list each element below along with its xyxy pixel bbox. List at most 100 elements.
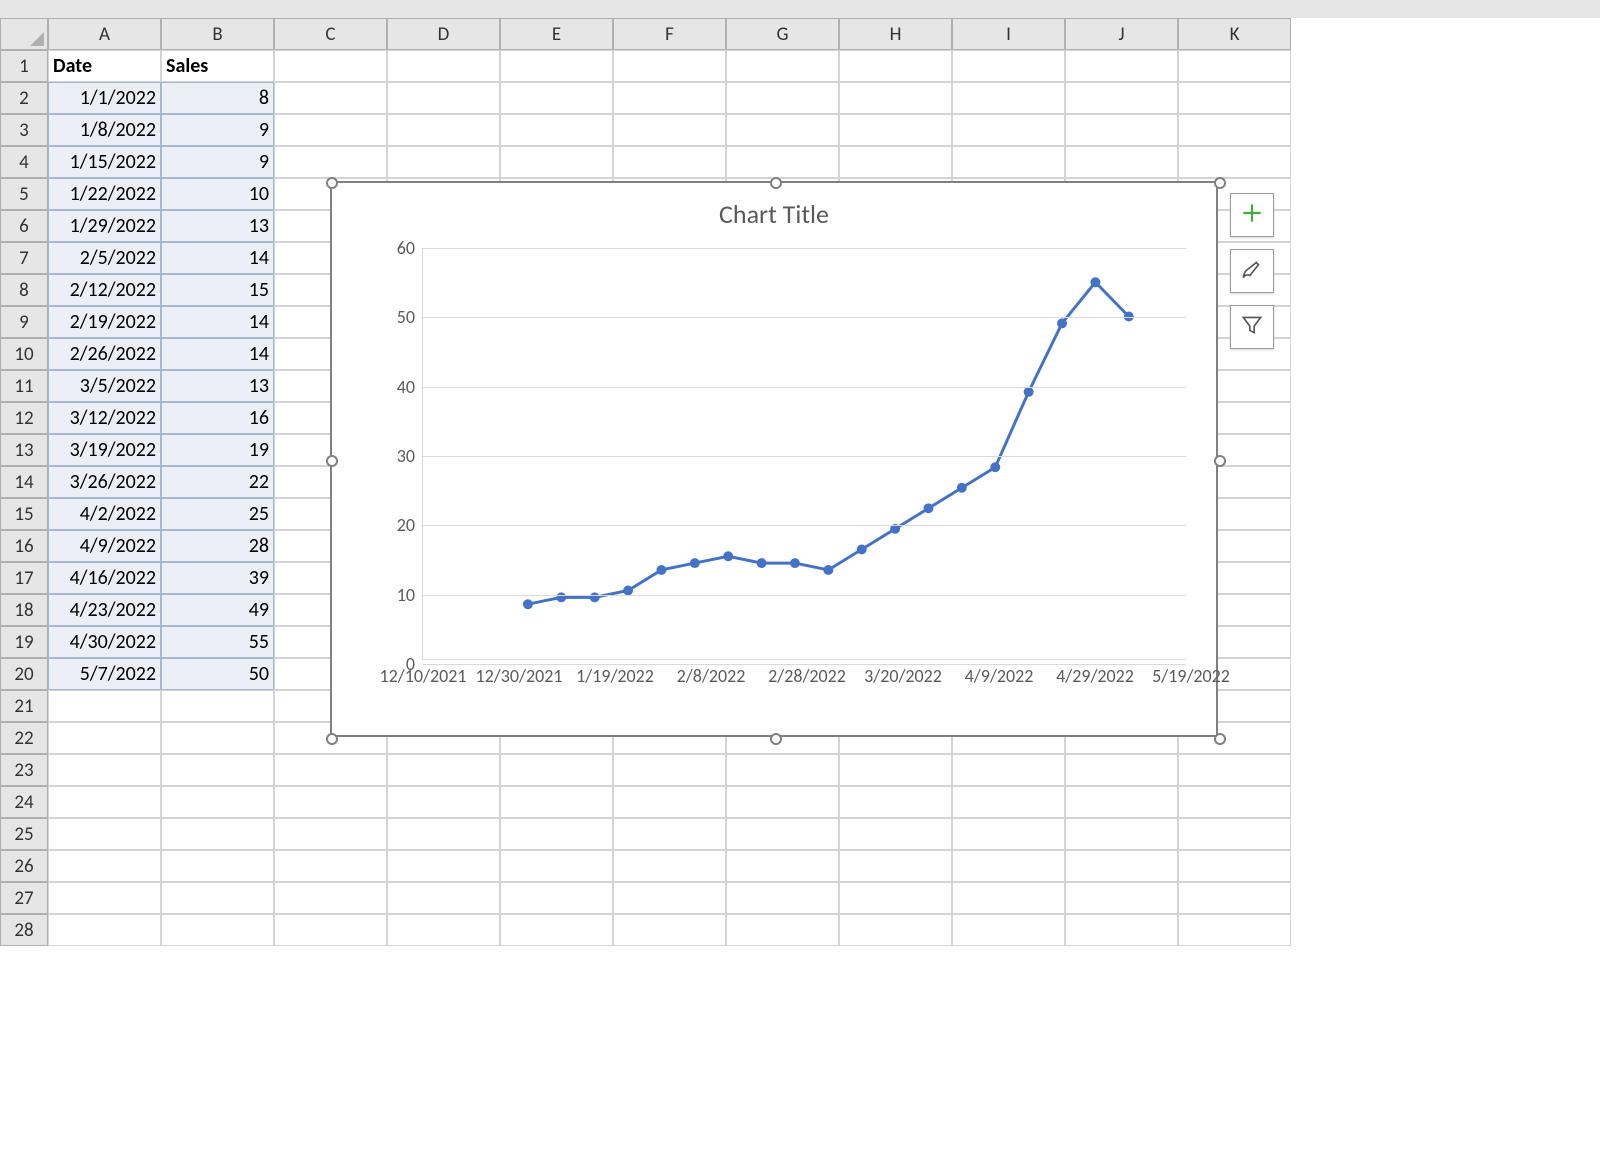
cell[interactable] <box>839 146 952 178</box>
cell[interactable] <box>48 914 161 946</box>
cell[interactable] <box>613 914 726 946</box>
column-header[interactable]: C <box>274 18 387 50</box>
funnel-button[interactable] <box>1230 305 1274 349</box>
cell[interactable] <box>726 50 839 82</box>
cell[interactable]: 4/30/2022 <box>48 626 161 658</box>
cell[interactable] <box>839 882 952 914</box>
row-header[interactable]: 19 <box>0 626 48 658</box>
cell[interactable] <box>48 722 161 754</box>
column-header[interactable]: I <box>952 18 1065 50</box>
column-header[interactable]: D <box>387 18 500 50</box>
cell[interactable] <box>726 818 839 850</box>
cell[interactable] <box>952 146 1065 178</box>
cell[interactable]: 49 <box>161 594 274 626</box>
row-header[interactable]: 24 <box>0 786 48 818</box>
cell[interactable]: 2/26/2022 <box>48 338 161 370</box>
resize-handle[interactable] <box>770 733 782 745</box>
cell[interactable] <box>613 50 726 82</box>
row-header[interactable]: 17 <box>0 562 48 594</box>
cell[interactable] <box>839 50 952 82</box>
row-header[interactable]: 27 <box>0 882 48 914</box>
cell[interactable] <box>1065 914 1178 946</box>
cell[interactable] <box>952 818 1065 850</box>
cell[interactable]: 14 <box>161 242 274 274</box>
cell[interactable]: 14 <box>161 306 274 338</box>
cell[interactable] <box>387 146 500 178</box>
cell[interactable] <box>48 786 161 818</box>
row-header[interactable]: 21 <box>0 690 48 722</box>
row-header[interactable]: 10 <box>0 338 48 370</box>
cell[interactable]: 1/15/2022 <box>48 146 161 178</box>
cell[interactable]: 9 <box>161 114 274 146</box>
cell[interactable] <box>839 754 952 786</box>
cell[interactable] <box>387 82 500 114</box>
column-header[interactable]: H <box>839 18 952 50</box>
cell[interactable] <box>500 818 613 850</box>
cell[interactable] <box>274 882 387 914</box>
row-header[interactable]: 23 <box>0 754 48 786</box>
cell[interactable] <box>500 146 613 178</box>
cell[interactable] <box>500 114 613 146</box>
cell[interactable] <box>1178 850 1291 882</box>
column-header[interactable]: A <box>48 18 161 50</box>
cell[interactable]: 9 <box>161 146 274 178</box>
row-header[interactable]: 7 <box>0 242 48 274</box>
cell[interactable] <box>1178 50 1291 82</box>
cell[interactable] <box>161 818 274 850</box>
cell[interactable] <box>613 818 726 850</box>
cell[interactable] <box>1065 818 1178 850</box>
row-header[interactable]: 9 <box>0 306 48 338</box>
cell[interactable] <box>48 850 161 882</box>
cell[interactable] <box>726 850 839 882</box>
resize-handle[interactable] <box>1214 733 1226 745</box>
cell[interactable]: 2/5/2022 <box>48 242 161 274</box>
cell[interactable] <box>839 914 952 946</box>
cell[interactable] <box>726 914 839 946</box>
resize-handle[interactable] <box>326 177 338 189</box>
cell[interactable]: 15 <box>161 274 274 306</box>
cell[interactable] <box>387 114 500 146</box>
row-header[interactable]: 28 <box>0 914 48 946</box>
row-header[interactable]: 6 <box>0 210 48 242</box>
cell[interactable] <box>726 882 839 914</box>
cell[interactable] <box>161 882 274 914</box>
cell[interactable] <box>613 146 726 178</box>
cell[interactable]: 4/23/2022 <box>48 594 161 626</box>
cell[interactable]: 1/8/2022 <box>48 114 161 146</box>
cell[interactable]: 25 <box>161 498 274 530</box>
row-header[interactable]: 25 <box>0 818 48 850</box>
cell[interactable] <box>952 114 1065 146</box>
cell[interactable] <box>1065 850 1178 882</box>
resize-handle[interactable] <box>1214 177 1226 189</box>
cell[interactable] <box>1065 786 1178 818</box>
cell[interactable] <box>500 754 613 786</box>
cell[interactable] <box>952 914 1065 946</box>
row-header[interactable]: 22 <box>0 722 48 754</box>
cell[interactable]: 4/9/2022 <box>48 530 161 562</box>
cell[interactable] <box>1178 786 1291 818</box>
row-header[interactable]: 26 <box>0 850 48 882</box>
cell[interactable] <box>161 754 274 786</box>
column-header[interactable]: K <box>1178 18 1291 50</box>
row-header[interactable]: 16 <box>0 530 48 562</box>
cell[interactable]: Date <box>48 50 161 82</box>
cell[interactable] <box>1065 146 1178 178</box>
cell[interactable] <box>839 786 952 818</box>
cell[interactable]: 1/29/2022 <box>48 210 161 242</box>
cell[interactable]: 3/12/2022 <box>48 402 161 434</box>
cell[interactable]: 2/12/2022 <box>48 274 161 306</box>
cell[interactable] <box>387 882 500 914</box>
cell[interactable] <box>274 754 387 786</box>
cell[interactable] <box>1178 114 1291 146</box>
cell[interactable] <box>1178 146 1291 178</box>
cell[interactable] <box>1178 914 1291 946</box>
row-header[interactable]: 4 <box>0 146 48 178</box>
cell[interactable] <box>48 818 161 850</box>
cell[interactable]: 16 <box>161 402 274 434</box>
cell[interactable] <box>48 882 161 914</box>
resize-handle[interactable] <box>326 733 338 745</box>
cell[interactable] <box>952 850 1065 882</box>
cell[interactable]: 3/19/2022 <box>48 434 161 466</box>
cell[interactable]: 39 <box>161 562 274 594</box>
cell[interactable] <box>500 786 613 818</box>
